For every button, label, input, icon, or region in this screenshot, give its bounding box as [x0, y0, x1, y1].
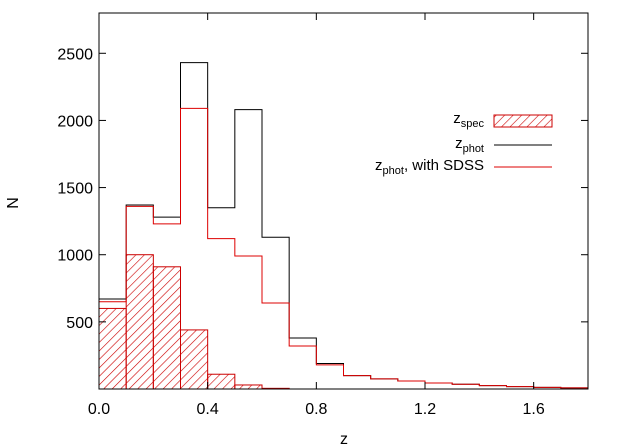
- spec-bar: [180, 329, 209, 390]
- legend-label: zspec: [453, 110, 484, 130]
- x-tick-label: 0.8: [305, 401, 327, 418]
- step-lines-layer: [98, 62, 588, 389]
- legend-label: zphot: [455, 135, 484, 155]
- spec-bar: [152, 266, 181, 390]
- y-axis-label: N: [5, 197, 22, 209]
- legend-entry: zphot, with SDSS: [375, 157, 552, 177]
- x-tick-label: 1.2: [414, 401, 436, 418]
- legend-entry: zphot: [455, 135, 552, 155]
- spec-bars-layer: [98, 254, 290, 390]
- spec-bar: [98, 307, 127, 390]
- x-tick-label: 0.4: [197, 401, 219, 418]
- spec-bar: [234, 384, 263, 390]
- legend-swatch: [493, 114, 553, 128]
- y-tick-label: 500: [66, 315, 93, 332]
- legend-label: zphot, with SDSS: [375, 157, 484, 177]
- series-line-2: [98, 107, 588, 389]
- y-tick-label: 2500: [57, 46, 93, 63]
- plot-frame: [98, 12, 589, 390]
- legend-entry: zspec: [453, 110, 553, 130]
- spec-bar: [207, 373, 236, 390]
- ticks-layer: 0.0 0.4 0.8 1.2 1.6 500 1000 1500 2000 2500: [57, 13, 588, 418]
- x-axis-label: z: [340, 431, 348, 448]
- y-tick-label: 2000: [57, 113, 93, 130]
- y-tick-label: 1000: [57, 248, 93, 265]
- y-tick-label: 1500: [57, 181, 93, 198]
- x-tick-label: 1.6: [523, 401, 545, 418]
- spec-bar: [125, 254, 154, 390]
- x-tick-label: 0.0: [88, 401, 110, 418]
